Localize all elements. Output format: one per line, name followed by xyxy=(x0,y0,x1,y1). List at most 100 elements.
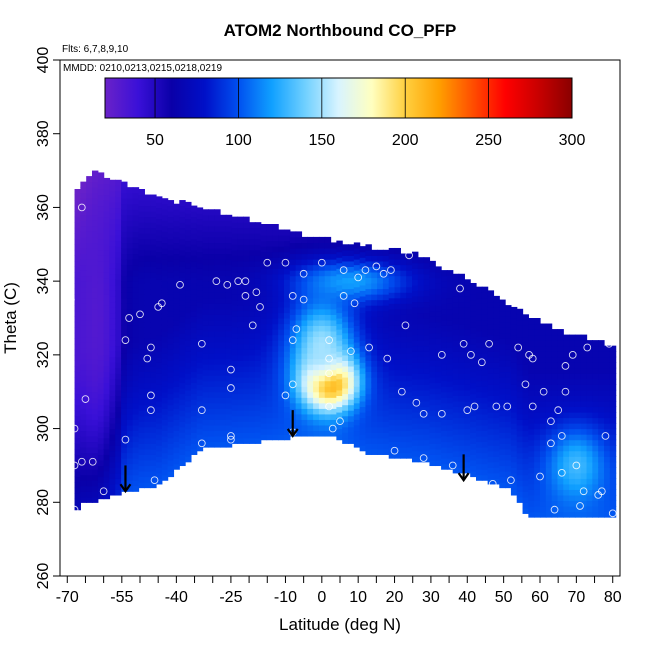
heatmap-cell xyxy=(272,351,279,358)
heatmap-cell xyxy=(336,273,343,280)
heatmap-cell xyxy=(289,314,297,321)
heatmap-cell xyxy=(476,375,483,382)
heatmap-cell xyxy=(493,356,500,363)
heatmap-cell xyxy=(144,194,151,201)
heatmap-cell xyxy=(406,275,413,282)
heatmap-cell xyxy=(272,423,279,430)
heatmap-cell xyxy=(161,203,169,210)
heatmap-cell xyxy=(324,264,332,271)
heatmap-cell xyxy=(528,373,535,380)
heatmap-cell xyxy=(196,246,204,253)
heatmap-cell xyxy=(220,341,227,349)
heatmap-cell xyxy=(307,242,314,249)
heatmap-cell xyxy=(109,356,116,363)
heatmap-cell xyxy=(132,264,140,271)
heatmap-cell xyxy=(353,408,361,415)
heatmap-cell xyxy=(272,318,279,325)
heatmap-cell xyxy=(365,443,372,450)
heatmap-cell xyxy=(545,445,553,452)
heatmap-cell xyxy=(580,467,588,474)
sample-point xyxy=(547,417,555,426)
heatmap-cell xyxy=(417,345,425,352)
heatmap-cell xyxy=(377,316,384,323)
heatmap-cell xyxy=(388,336,396,343)
heatmap-cell xyxy=(179,354,186,361)
heatmap-cell xyxy=(243,415,250,422)
heatmap-cell xyxy=(243,227,250,234)
heatmap-cell xyxy=(371,410,378,417)
heatmap-cell xyxy=(121,347,128,354)
heatmap-cell xyxy=(476,386,483,393)
heatmap-cell xyxy=(161,308,169,315)
heatmap-cell xyxy=(121,447,128,454)
heatmap-cell xyxy=(190,260,198,267)
heatmap-cell xyxy=(423,428,431,435)
heatmap-cell xyxy=(167,376,175,384)
heatmap-cell xyxy=(92,402,99,409)
heatmap-cell xyxy=(423,295,431,303)
heatmap-cell xyxy=(156,478,163,485)
heatmap-cell xyxy=(86,181,93,188)
heatmap-cell xyxy=(464,445,471,452)
heatmap-cell xyxy=(609,439,617,446)
heatmap-cell xyxy=(231,238,239,245)
heatmap-cell xyxy=(545,334,553,341)
heatmap-cell xyxy=(173,297,180,304)
heatmap-cell xyxy=(528,345,535,352)
heatmap-cell xyxy=(452,417,460,424)
heatmap-cell xyxy=(97,277,105,284)
heatmap-cell xyxy=(435,426,442,433)
heatmap-cell xyxy=(464,362,471,369)
heatmap-cell xyxy=(446,458,454,465)
heatmap-cell xyxy=(260,411,268,419)
heatmap-cell xyxy=(563,500,570,507)
heatmap-cell xyxy=(103,299,111,306)
heatmap-cell xyxy=(417,373,425,380)
heatmap-cell xyxy=(208,408,215,415)
heatmap-cell xyxy=(167,432,175,439)
heatmap-cell xyxy=(138,211,145,218)
heatmap-cell xyxy=(522,391,529,398)
heatmap-cell xyxy=(150,426,157,433)
heatmap-cell xyxy=(342,321,349,328)
heatmap-cell xyxy=(132,369,140,376)
heatmap-cell xyxy=(295,286,303,293)
sample-point xyxy=(70,424,79,433)
heatmap-cell xyxy=(394,308,401,315)
heatmap-cell xyxy=(138,426,145,433)
heatmap-cell xyxy=(545,494,553,502)
heatmap-cell xyxy=(458,467,465,474)
heatmap-cell xyxy=(249,222,256,229)
heatmap-cell xyxy=(284,290,291,297)
heatmap-cell xyxy=(126,325,134,332)
heatmap-cell xyxy=(476,408,483,415)
heatmap-cell xyxy=(464,434,471,441)
heatmap-cell xyxy=(231,233,239,240)
heatmap-cell xyxy=(278,312,285,319)
heatmap-cell xyxy=(435,371,442,378)
heatmap-cell xyxy=(307,375,314,382)
heatmap-cell xyxy=(150,476,157,483)
heatmap-cell xyxy=(295,259,303,266)
heatmap-cell xyxy=(97,249,105,256)
heatmap-cell xyxy=(452,378,460,385)
heatmap-cell xyxy=(540,395,547,402)
heatmap-cell xyxy=(161,364,169,371)
heatmap-cell xyxy=(156,400,163,408)
heatmap-cell xyxy=(196,417,204,424)
heatmap-cell xyxy=(121,330,128,338)
heatmap-cell xyxy=(150,470,157,478)
heatmap-cell xyxy=(97,316,105,323)
heatmap-cell xyxy=(179,426,186,433)
heatmap-cell xyxy=(458,389,465,396)
heatmap-cell xyxy=(359,323,367,330)
heatmap-cell xyxy=(499,476,506,483)
heatmap-cell xyxy=(318,402,326,409)
heatmap-cell xyxy=(540,362,547,369)
heatmap-cell xyxy=(417,329,425,336)
heatmap-cell xyxy=(208,369,215,376)
heatmap-cell xyxy=(569,511,576,518)
heatmap-cell xyxy=(80,253,87,260)
heatmap-cell xyxy=(604,356,611,363)
heatmap-cell xyxy=(150,227,157,234)
